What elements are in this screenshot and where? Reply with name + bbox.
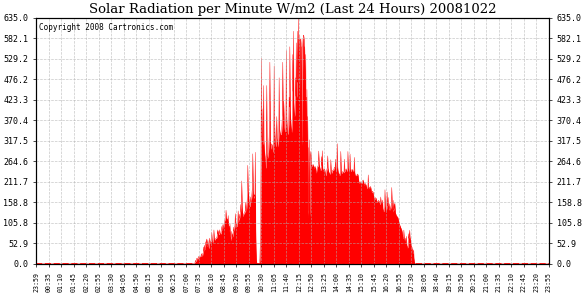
Text: Copyright 2008 Cartronics.com: Copyright 2008 Cartronics.com (39, 22, 173, 32)
Title: Solar Radiation per Minute W/m2 (Last 24 Hours) 20081022: Solar Radiation per Minute W/m2 (Last 24… (89, 4, 496, 17)
